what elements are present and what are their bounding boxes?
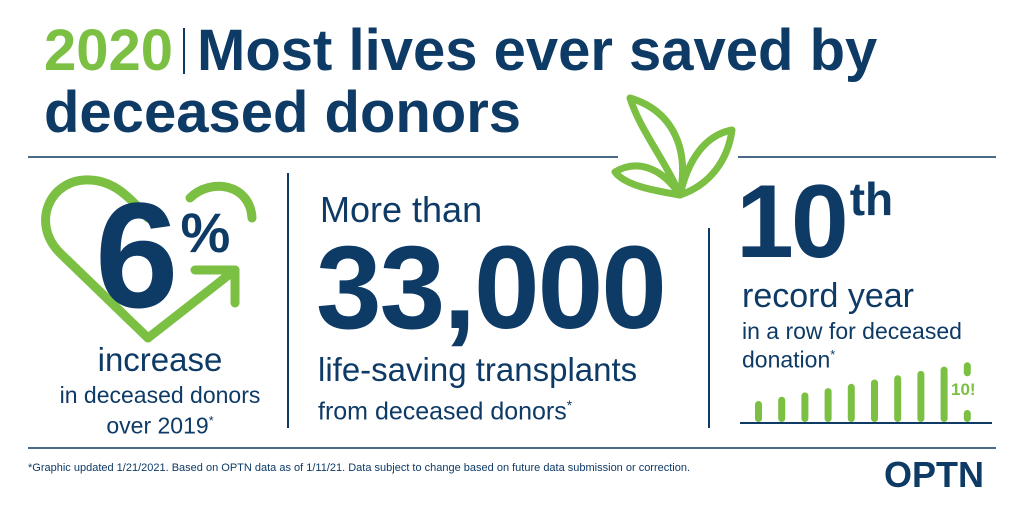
record-sub1: in a row for deceased [742,318,962,344]
divider-bottom [28,447,996,449]
headline-line2: deceased donors [44,80,522,145]
record-suffix: th [849,173,894,225]
footnote: *Graphic updated 1/21/2021. Based on OPT… [28,462,691,474]
transplants-label: life-saving transplants [318,351,638,388]
divider-top-right [738,156,996,158]
increase-label: increase [97,341,223,378]
divider-left [287,173,289,428]
divider-top-left [28,156,618,158]
headline-text: Most lives ever saved by [197,18,878,83]
record-label: record year [742,277,914,315]
year-bar [847,383,855,422]
increase-figure: 6 % [95,171,231,339]
divider-right [708,228,710,428]
asterisk: * [830,348,836,362]
optn-logo: OPTN [884,454,985,495]
year-bar [917,370,925,422]
transplants-prefix: More than [320,189,483,230]
year-bar [801,392,809,422]
transplants-sub-text: from deceased donors [318,397,567,426]
record-sub2: donation* [742,342,1012,373]
increase-sub1: in deceased donors [59,382,261,408]
headline-separator [183,28,186,74]
increase-value: 6 [95,171,179,339]
headline-line1: 2020 Most lives ever saved by [44,20,877,82]
transplants-value: 33,000 [316,222,667,354]
year-bar [963,362,971,377]
year-bar [778,396,786,422]
asterisk: * [566,398,573,413]
year-bar [894,375,902,422]
record-years-bars [740,362,992,424]
asterisk: * [208,414,214,428]
year-bar [963,410,971,422]
bars-baseline [740,422,992,424]
record-figure: 10 th [736,170,893,274]
year-bar [871,379,878,422]
record-sub2-text: donation [742,346,831,373]
record-value: 10 [736,164,849,280]
butterfly-icon [611,94,736,199]
year-bar [824,388,832,422]
year-bar [940,366,948,422]
headline-year: 2020 [44,18,174,83]
increase-sub2-text: over 2019 [106,412,209,439]
year-bar [755,401,762,422]
record-bar-badge: 10! [951,380,976,399]
transplants-sub: from deceased donors* [318,392,572,425]
increase-unit: % [180,201,231,264]
increase-sub2: over 2019* [30,408,290,439]
heart-arrow-icon [41,175,257,343]
